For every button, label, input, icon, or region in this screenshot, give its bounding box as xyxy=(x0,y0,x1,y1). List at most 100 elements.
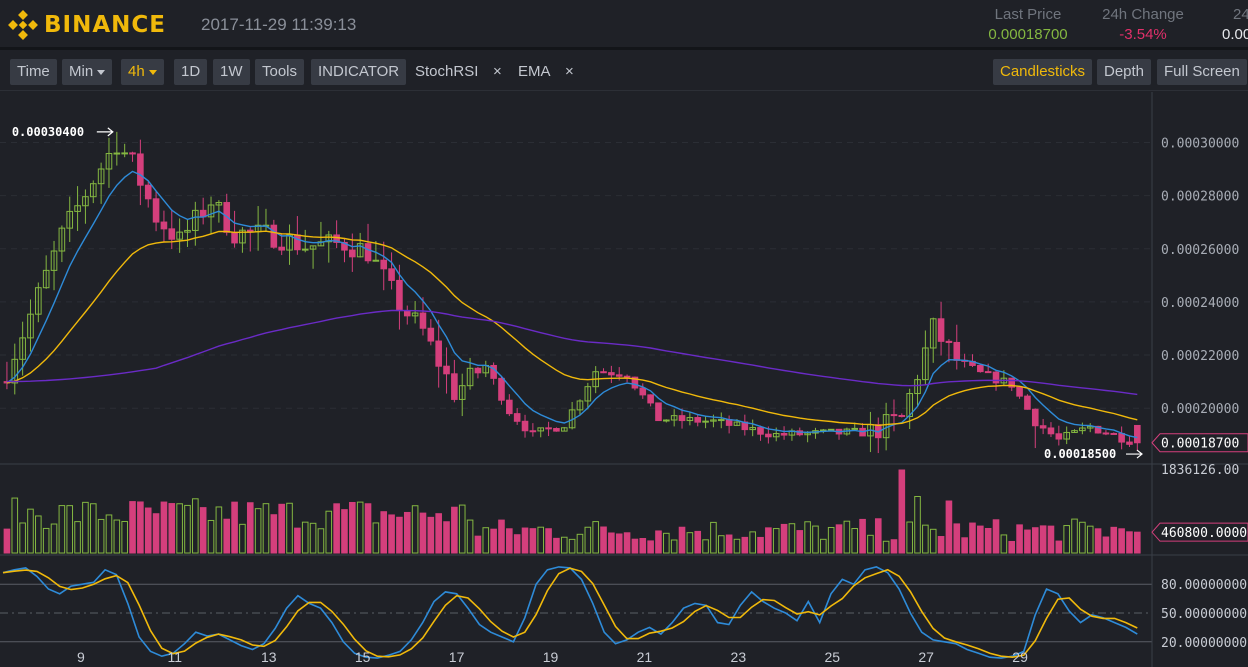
candle-body xyxy=(1024,395,1031,410)
stochrsi-indicator-tag[interactable]: StochRSI xyxy=(415,63,479,80)
candle-body xyxy=(984,371,992,374)
low-arrow-icon xyxy=(1126,449,1143,459)
candle-body xyxy=(207,204,215,218)
x-axis-tick: 17 xyxy=(449,649,465,665)
candle-body xyxy=(506,399,513,415)
volume-bar xyxy=(757,536,764,554)
price-axis-tick: 0.00022000 xyxy=(1161,349,1239,364)
ema-short-line xyxy=(6,170,1138,439)
volume-bar xyxy=(584,526,592,554)
interval-1d-button[interactable]: 1D xyxy=(174,59,208,85)
volume-bar xyxy=(396,516,403,554)
volume-bar xyxy=(545,528,552,554)
candle-body xyxy=(239,229,246,244)
candle-body xyxy=(623,375,631,378)
volume-bar xyxy=(309,522,317,554)
candle-body xyxy=(663,419,670,422)
tools-button[interactable]: Tools xyxy=(255,59,305,85)
ema-indicator-tag[interactable]: EMA xyxy=(518,63,551,80)
candle-body xyxy=(411,312,419,317)
volume-bar xyxy=(129,501,136,554)
candle-body xyxy=(1047,427,1055,435)
current-volume-label: 460800.00000 xyxy=(1161,526,1248,541)
volume-bar xyxy=(231,501,238,554)
candle-body xyxy=(584,386,592,402)
candle-body xyxy=(1110,432,1118,435)
volume-bar xyxy=(372,522,380,554)
candle-body xyxy=(717,419,725,422)
low-price-label: 0.00018500 xyxy=(1044,447,1116,461)
current-volume-marker xyxy=(1151,522,1248,542)
logo[interactable]: BINANCE xyxy=(8,10,166,40)
volume-bar xyxy=(953,523,961,554)
volume-bar xyxy=(1024,529,1031,554)
indicator-button[interactable]: INDICATOR xyxy=(311,59,407,85)
price-chart[interactable]: 0.00030000 0.00028000 0.00026000 0.00024000… xyxy=(0,92,1248,667)
candle-body xyxy=(82,196,89,207)
volume-bar xyxy=(623,532,631,554)
candle-body xyxy=(1039,425,1047,429)
volume-bar xyxy=(207,519,215,554)
volume-bar xyxy=(1016,524,1023,554)
depth-button[interactable]: Depth xyxy=(1097,59,1152,85)
candle-body xyxy=(1134,424,1141,444)
candle-body xyxy=(1118,432,1125,443)
chart-grid xyxy=(0,141,1152,409)
volume-bar xyxy=(19,522,26,554)
candle-body xyxy=(192,209,199,231)
volume-bar xyxy=(1039,525,1047,554)
remove-ema-icon[interactable]: × xyxy=(565,63,574,80)
volume-bar xyxy=(1134,531,1141,554)
candle-body xyxy=(1031,408,1039,427)
interval-4h-dropdown[interactable]: 4h xyxy=(121,59,164,85)
volume-bar xyxy=(1047,525,1055,554)
candle-body xyxy=(851,427,859,430)
min-dropdown[interactable]: Min xyxy=(62,59,113,85)
candle-body xyxy=(27,313,34,339)
x-axis-tick: 29 xyxy=(1012,649,1028,665)
volume-bar xyxy=(58,505,66,554)
volume-bar xyxy=(1071,518,1078,554)
volume-bar xyxy=(749,531,756,554)
volume-bar xyxy=(239,523,246,554)
candle-body xyxy=(898,415,906,418)
time-button[interactable]: Time xyxy=(10,59,57,85)
remove-stochrsi-icon[interactable]: × xyxy=(493,63,502,80)
volume-bar xyxy=(137,501,144,554)
volume-bar xyxy=(11,497,19,554)
volume-bar xyxy=(443,521,450,554)
x-axis-tick: 19 xyxy=(543,649,559,665)
volume-bar xyxy=(419,512,427,554)
candlesticks-button[interactable]: Candlesticks xyxy=(993,59,1093,85)
candle-body xyxy=(396,279,403,312)
candle-body xyxy=(466,367,474,387)
candle-body xyxy=(19,337,26,360)
candle-body xyxy=(513,413,521,422)
candle-body xyxy=(152,198,160,223)
candle-body xyxy=(270,224,278,248)
volume-bar xyxy=(160,501,168,554)
volume-bar xyxy=(411,505,419,554)
chart-axes: 0.00030000 0.00028000 0.00026000 0.00024000… xyxy=(0,92,1248,667)
volume-bar xyxy=(89,503,97,554)
volume-bar xyxy=(702,539,709,554)
volume-bar xyxy=(1055,540,1063,554)
volume-bar xyxy=(694,530,702,554)
interval-1w-button[interactable]: 1W xyxy=(213,59,250,85)
candle-body xyxy=(341,241,348,251)
chevron-down-icon xyxy=(148,69,157,75)
volume-bar xyxy=(521,527,529,554)
chart-background xyxy=(0,92,1248,667)
x-axis-tick: 9 xyxy=(77,649,85,665)
fullscreen-button[interactable]: Full Screen xyxy=(1157,59,1247,85)
volume-bar xyxy=(961,537,968,554)
candle-body xyxy=(137,153,144,186)
candle-body xyxy=(301,248,309,251)
candle-body xyxy=(419,312,427,329)
volume-bar xyxy=(144,507,152,554)
volume-bar xyxy=(1000,534,1008,554)
candle-body xyxy=(66,210,74,229)
x-axis-tick: 15 xyxy=(355,649,371,665)
volume-bar xyxy=(356,501,364,554)
